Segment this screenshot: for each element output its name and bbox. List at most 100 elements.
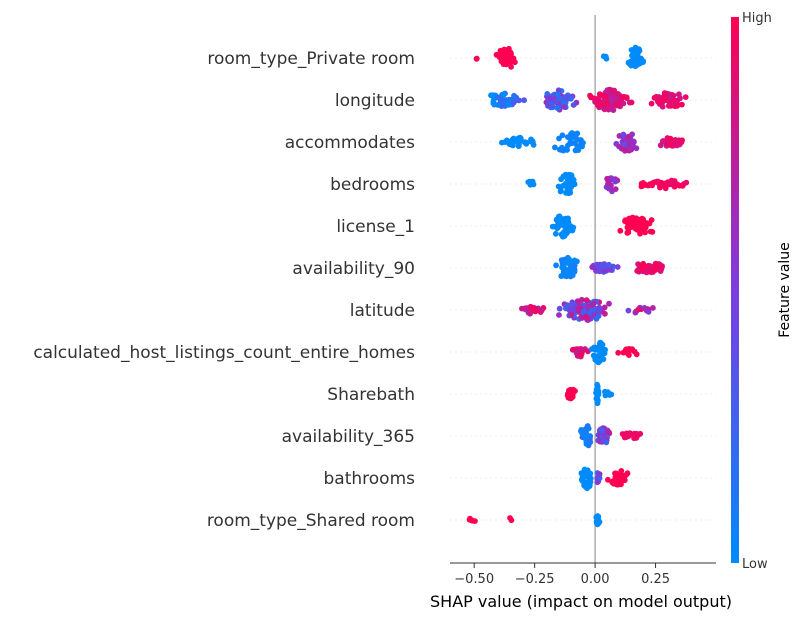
x-tick-label: −0.50	[454, 572, 494, 587]
shap-point	[670, 141, 677, 148]
shap-point	[605, 476, 611, 483]
shap-point	[659, 138, 666, 145]
shap-point	[521, 97, 527, 104]
shap-point	[596, 267, 603, 273]
shap-point	[579, 471, 586, 478]
shap-point	[561, 216, 568, 222]
feature-label: room_type_Shared room	[207, 511, 415, 531]
shap-point	[639, 264, 646, 271]
shap-point	[606, 266, 613, 273]
shap-point	[566, 391, 573, 398]
shap-point	[547, 96, 554, 102]
shap-point	[640, 220, 647, 226]
shap-point	[515, 142, 522, 149]
shap-point	[534, 307, 541, 314]
shap-point	[509, 137, 516, 143]
shap-point	[625, 307, 632, 314]
shap-point	[560, 229, 567, 236]
shap-point	[612, 186, 619, 193]
shap-point	[563, 190, 569, 196]
shap-point	[629, 346, 635, 353]
shap-point	[500, 91, 507, 98]
shap-point	[628, 431, 634, 438]
shap-point	[497, 96, 504, 102]
shap-point	[594, 513, 601, 520]
colorbar-low-label: Low	[742, 557, 768, 572]
shap-point	[612, 178, 619, 185]
shap-point	[552, 230, 559, 237]
x-axis-title: SHAP value (impact on model output)	[430, 592, 732, 611]
shap-point	[501, 101, 507, 108]
colorbar-gradient	[731, 17, 739, 563]
shap-point	[629, 131, 635, 138]
shap-point	[642, 229, 648, 236]
shap-point	[676, 182, 683, 189]
shap-point	[580, 139, 586, 146]
shap-point	[578, 296, 585, 303]
shap-point	[605, 185, 612, 192]
feature-label: room_type_Private room	[207, 49, 415, 69]
shap-point	[567, 273, 574, 280]
shap-point	[510, 55, 517, 62]
feature-label: availability_365	[282, 427, 415, 447]
shap-point	[556, 312, 562, 318]
shap-point	[510, 99, 517, 106]
shap-point	[587, 470, 594, 477]
shap-point	[499, 53, 506, 59]
shap-point	[620, 349, 627, 356]
shap-point	[616, 143, 622, 150]
shap-point	[588, 302, 595, 309]
shap-point	[636, 47, 643, 54]
shap-point	[589, 346, 595, 352]
shap-point	[556, 95, 563, 102]
shap-point	[583, 313, 590, 320]
shap-point	[600, 261, 607, 268]
shap-point	[570, 177, 577, 183]
shap-point	[600, 437, 607, 443]
shap-point	[594, 396, 600, 403]
shap-point	[632, 63, 639, 70]
shap-point	[604, 105, 611, 112]
x-tick-label: 0.00	[581, 572, 610, 587]
colorbar: High Low Feature value	[731, 11, 793, 572]
shap-point	[637, 230, 643, 237]
x-axis: −0.50 −0.25 0.00 0.25	[450, 562, 716, 587]
shap-point	[503, 53, 510, 60]
shap-point	[659, 103, 666, 110]
shap-point	[638, 59, 645, 66]
shap-point	[566, 256, 572, 263]
shap-point	[600, 92, 607, 99]
shap-point	[559, 144, 565, 151]
shap-point	[568, 311, 575, 318]
feature-label: latitude	[350, 301, 415, 321]
shap-point	[657, 98, 663, 105]
shap-point	[630, 138, 637, 145]
shap-point	[507, 141, 514, 148]
shap-point	[599, 341, 606, 348]
shap-point	[595, 518, 602, 524]
shap-point	[561, 104, 568, 110]
shap-point	[676, 91, 682, 98]
shap-point	[508, 63, 514, 70]
shap-point	[570, 102, 577, 108]
shap-point	[603, 391, 609, 398]
shap-point	[613, 477, 619, 483]
shap-point	[636, 225, 642, 232]
shap-point	[527, 309, 534, 315]
shap-point	[583, 427, 589, 434]
feature-rows: room_type_Private room longitude accommoda…	[33, 49, 716, 531]
shap-point	[601, 350, 608, 357]
shap-point	[556, 305, 563, 312]
shap-point	[623, 94, 630, 101]
shap-point	[538, 307, 545, 314]
shap-point	[577, 346, 584, 352]
shap-point	[661, 90, 668, 96]
shap-point	[628, 99, 635, 106]
shap-point	[622, 431, 629, 438]
shap-point	[566, 177, 573, 183]
shap-point	[607, 87, 613, 93]
shap-point	[609, 106, 616, 113]
shap-point	[605, 180, 612, 187]
